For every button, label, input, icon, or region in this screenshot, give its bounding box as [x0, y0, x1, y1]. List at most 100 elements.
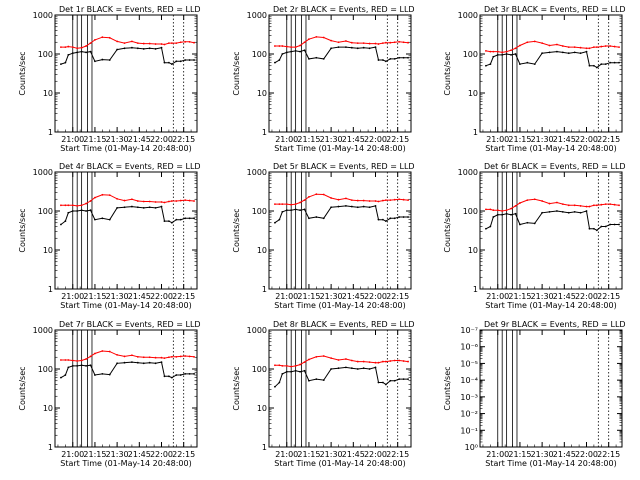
data-point-lld: [322, 36, 325, 39]
data-point-lld: [356, 42, 359, 45]
data-point-events: [94, 218, 96, 221]
data-point-lld: [526, 41, 529, 44]
x-tick-label: 22:15: [172, 450, 195, 459]
data-point-lld: [188, 199, 191, 202]
data-point-lld: [281, 365, 284, 367]
data-point-events: [60, 223, 62, 226]
data-point-events: [290, 50, 293, 53]
data-point-events: [184, 217, 187, 220]
data-point-lld: [148, 42, 151, 45]
data-point-events: [350, 46, 353, 49]
data-point-events: [398, 378, 401, 381]
y-tick-label: 1000: [33, 326, 53, 335]
data-point-events: [131, 361, 133, 364]
data-point-lld: [402, 41, 405, 44]
data-point-lld: [160, 43, 163, 45]
data-point-events: [108, 59, 111, 61]
data-point-lld: [299, 363, 301, 366]
x-tick-label: 22:15: [597, 292, 620, 301]
data-point-lld: [510, 49, 512, 52]
data-point-events: [356, 47, 359, 50]
y-tick-label: 10⁻¹: [460, 426, 478, 435]
data-point-lld: [496, 50, 499, 53]
data-point-lld: [315, 35, 318, 38]
data-point-events: [308, 379, 310, 382]
y-tick-label: 10⁻⁴: [460, 376, 478, 385]
x-tick-label: 22:00: [150, 450, 173, 459]
x-tick-label: 21:00: [61, 450, 84, 459]
data-point-events: [184, 59, 187, 61]
data-point-events: [193, 372, 195, 375]
data-point-lld: [322, 355, 325, 357]
data-point-events: [402, 378, 405, 381]
data-point-lld: [496, 209, 499, 212]
data-point-events: [374, 46, 377, 49]
data-point-events: [94, 374, 96, 376]
data-point-events: [71, 52, 74, 55]
x-tick-label: 21:15: [508, 450, 531, 459]
data-point-lld: [136, 200, 139, 202]
x-tick-label: 22:15: [597, 135, 620, 144]
data-point-lld: [345, 40, 347, 42]
data-point-events: [561, 210, 564, 213]
data-point-events: [393, 57, 396, 60]
panel-title: Det 5r BLACK = Events, RED = LLD: [273, 162, 415, 171]
data-point-lld: [398, 198, 401, 201]
data-point-events: [285, 370, 288, 373]
data-point-lld: [573, 46, 576, 49]
data-point-events: [492, 55, 495, 58]
data-point-lld: [175, 355, 178, 358]
data-point-events: [80, 364, 83, 367]
data-point-lld: [381, 42, 384, 45]
x-axis-label: Start Time (01-May-14 20:48:00): [60, 301, 191, 310]
data-point-events: [362, 46, 365, 49]
x-axis-label: Start Time (01-May-14 20:48:00): [485, 459, 616, 468]
data-point-lld: [368, 361, 371, 364]
data-point-lld: [604, 45, 607, 47]
data-point-events: [489, 63, 492, 66]
data-point-events: [175, 218, 178, 221]
data-point-lld: [71, 359, 74, 362]
panel-title: Det 4r BLACK = Events, RED = LLD: [59, 162, 201, 171]
data-point-events: [285, 209, 288, 212]
data-point-lld: [541, 200, 544, 202]
data-point-lld: [285, 45, 288, 48]
data-point-lld: [377, 200, 380, 203]
data-point-lld: [592, 46, 595, 49]
data-point-lld: [184, 40, 187, 43]
x-tick-label: 21:30: [106, 450, 129, 459]
data-point-lld: [519, 202, 521, 204]
y-tick-label: 10: [257, 246, 267, 255]
data-point-events: [179, 374, 182, 376]
x-tick-label: 22:15: [172, 135, 195, 144]
data-point-lld: [510, 207, 512, 210]
y-tick-label: 1000: [458, 11, 478, 20]
data-point-events: [94, 60, 96, 63]
data-point-lld: [604, 203, 607, 206]
data-point-lld: [163, 43, 166, 46]
panel-det-7: Det 7r BLACK = Events, RED = LLD 1 10 100 10…: [18, 320, 201, 468]
data-point-events: [368, 368, 371, 370]
data-point-lld: [362, 360, 365, 363]
data-point-events: [299, 50, 301, 53]
data-point-events: [80, 50, 83, 53]
data-point-lld: [94, 196, 96, 199]
y-tick-label: 10: [43, 89, 53, 98]
data-point-events: [600, 63, 603, 66]
plot-frame: [479, 14, 623, 133]
data-point-lld: [303, 41, 306, 44]
data-point-events: [308, 217, 310, 220]
data-point-events: [299, 209, 301, 212]
data-point-lld: [64, 359, 67, 361]
x-tick-label: 22:15: [386, 450, 409, 459]
data-point-lld: [80, 204, 83, 207]
data-point-events: [136, 206, 139, 209]
data-point-lld: [67, 359, 70, 361]
x-tick-label: 21:00: [61, 135, 84, 144]
data-point-lld: [167, 42, 170, 45]
y-axis-label: Counts/sec: [232, 51, 241, 95]
data-point-lld: [374, 42, 377, 45]
data-point-events: [609, 61, 612, 64]
y-tick-label: 1: [262, 443, 267, 452]
data-point-events: [85, 51, 87, 54]
